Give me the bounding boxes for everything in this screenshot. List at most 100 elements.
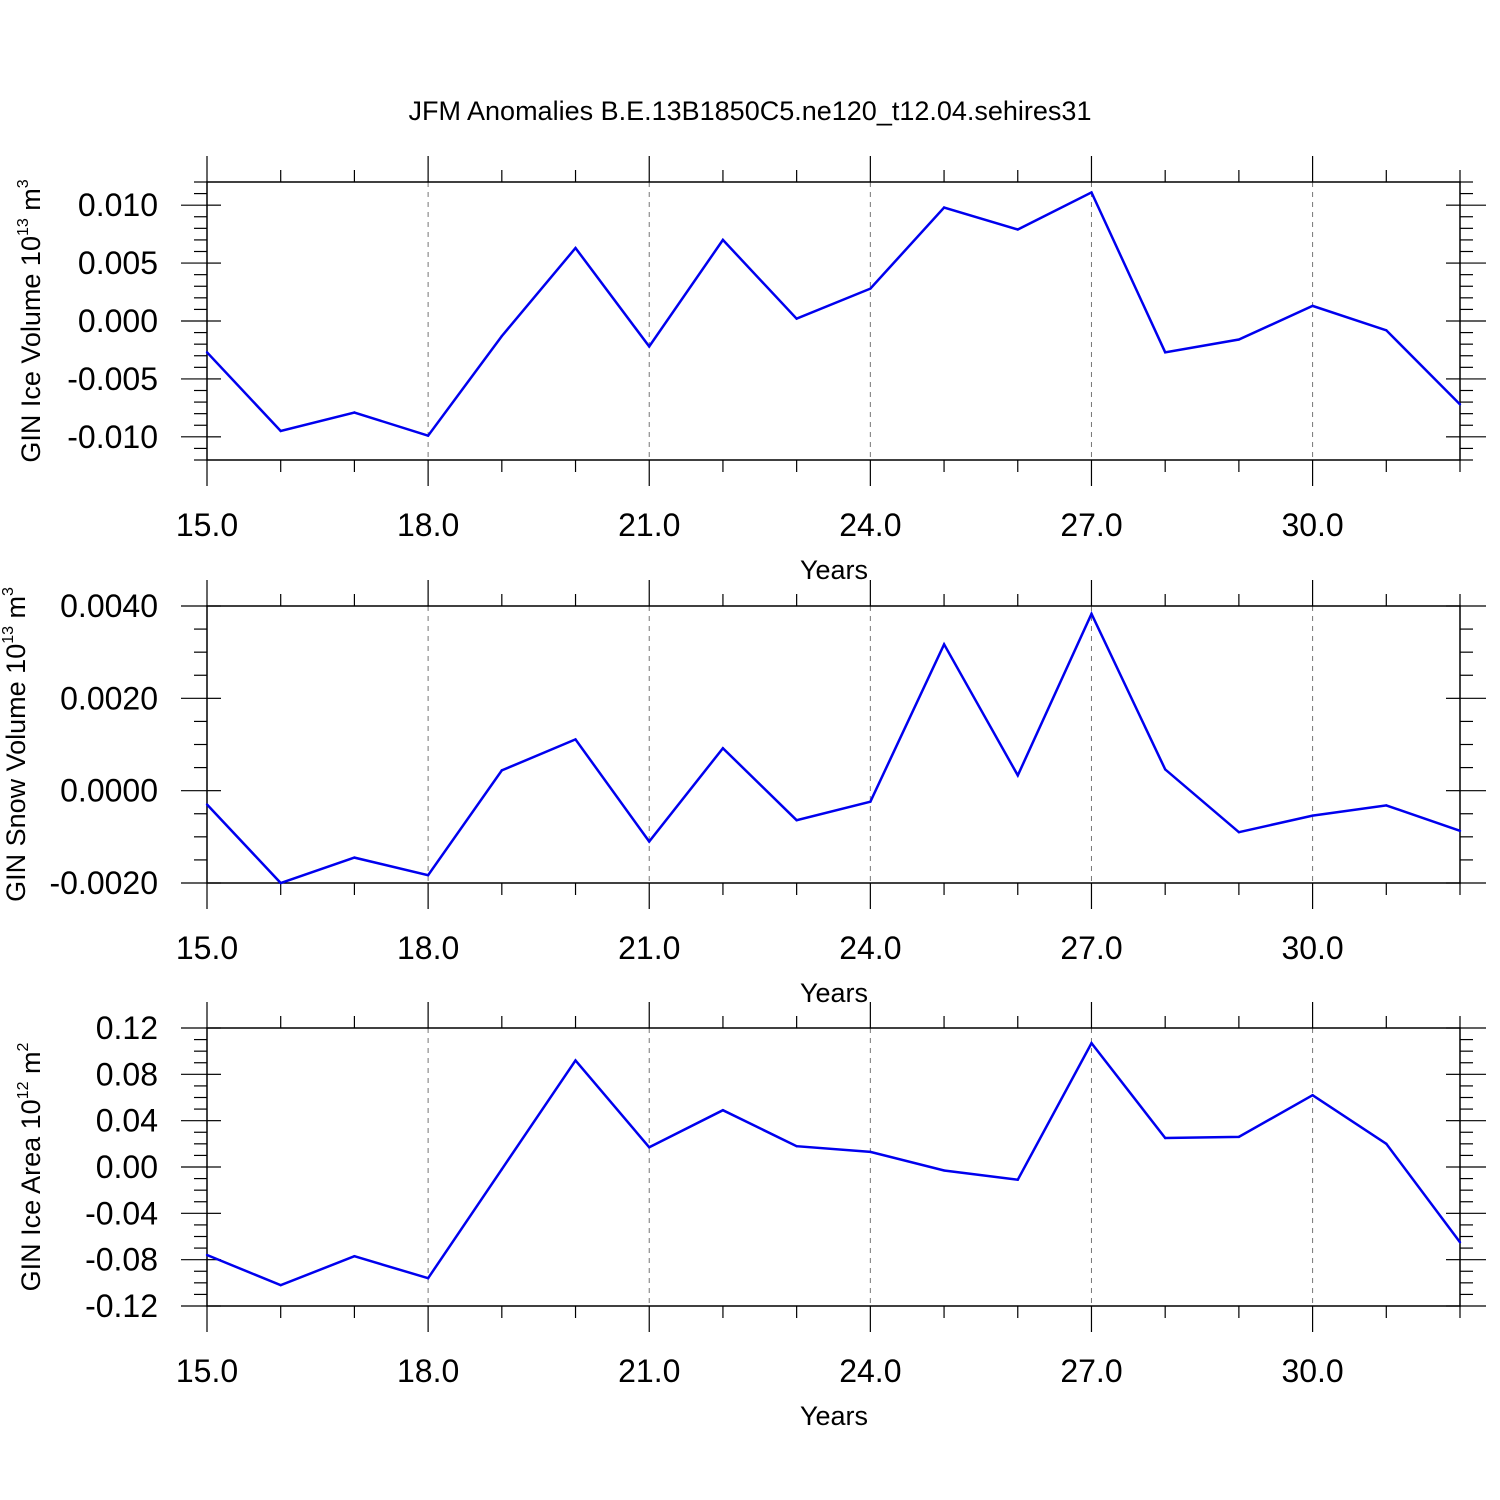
data-point xyxy=(1090,612,1093,616)
data-point xyxy=(795,317,798,320)
x-tick-label: 15.0 xyxy=(176,507,238,543)
data-point xyxy=(353,1254,356,1258)
data-point xyxy=(1311,304,1314,308)
data-point xyxy=(1311,1093,1314,1097)
data-point xyxy=(1016,228,1019,231)
y-tick-label: -0.0020 xyxy=(49,865,158,901)
x-tick-label: 21.0 xyxy=(618,507,680,543)
y-tick-label: -0.12 xyxy=(85,1288,158,1324)
data-point xyxy=(1237,338,1241,341)
y-axis-title-part: GIN Ice Volume 10 xyxy=(16,236,46,463)
data-point xyxy=(869,287,872,290)
y-tick-label: -0.04 xyxy=(85,1195,158,1231)
data-point xyxy=(721,238,725,242)
x-tick-label: 24.0 xyxy=(839,930,901,966)
y-tick-label: -0.010 xyxy=(67,419,158,455)
x-tick-label: 30.0 xyxy=(1281,507,1343,543)
data-point xyxy=(648,1146,651,1149)
x-tick-label: 27.0 xyxy=(1060,507,1122,543)
y-axis-title-superscript: 13 xyxy=(15,218,32,236)
x-axis-title: Years xyxy=(800,978,868,1008)
data-point xyxy=(1385,1142,1388,1146)
data-point xyxy=(1163,1136,1167,1140)
data-point xyxy=(721,1109,725,1112)
panel-ice-area: 15.0 18.0 21.0 24.0 27.0 30.0 -0.12 -0.08 -0.04 0… xyxy=(15,1002,1486,1431)
data-point xyxy=(869,800,872,803)
data-point xyxy=(279,881,282,885)
data-point xyxy=(279,429,282,433)
x-tick-label: 18.0 xyxy=(397,507,459,543)
series-line-ice-area xyxy=(206,1040,1462,1287)
x-tick-label: 18.0 xyxy=(397,930,459,966)
data-point xyxy=(1016,1178,1019,1181)
data-point xyxy=(1163,768,1167,771)
data-point xyxy=(648,345,651,348)
y-axis-title-part: m xyxy=(16,188,46,218)
data-point xyxy=(1163,351,1167,354)
x-tick-label: 21.0 xyxy=(618,1353,680,1389)
data-point xyxy=(1458,1241,1462,1244)
data-point xyxy=(353,856,356,859)
y-tick-label: 0.0000 xyxy=(60,773,158,809)
data-point xyxy=(1237,831,1241,834)
data-point xyxy=(426,1277,430,1280)
data-point xyxy=(426,434,430,437)
y-axis-title-superscript: 12 xyxy=(15,1081,32,1099)
y-tick-label: 0.0020 xyxy=(60,680,158,716)
data-point xyxy=(574,246,577,250)
chart-title: JFM Anomalies B.E.13B1850C5.ne120_t12.04… xyxy=(408,96,1092,126)
y-axis-title-superscript: 2 xyxy=(15,1043,32,1052)
data-point xyxy=(795,1144,798,1148)
y-axis-title-part: m xyxy=(16,1052,46,1082)
x-tick-label: 24.0 xyxy=(839,1353,901,1389)
x-tick-label: 24.0 xyxy=(839,507,901,543)
data-point xyxy=(574,1059,577,1062)
y-tick-label: 0.04 xyxy=(96,1103,158,1139)
data-point xyxy=(942,643,946,646)
data-point xyxy=(205,351,209,354)
data-point xyxy=(426,873,430,877)
y-tick-label: 0.010 xyxy=(78,187,158,223)
data-point xyxy=(1237,1135,1241,1139)
data-point xyxy=(500,769,504,772)
data-point xyxy=(1385,329,1388,332)
series-line-ice-volume xyxy=(206,190,1461,438)
y-axis-title: GIN Ice Volume 1013 m3 xyxy=(15,179,46,462)
x-tick-label: 30.0 xyxy=(1281,1353,1343,1389)
data-point xyxy=(500,1168,504,1171)
y-axis-title: GIN Snow Volume 1013 m3 xyxy=(0,587,31,902)
y-tick-label: 0.00 xyxy=(96,1149,158,1185)
data-point xyxy=(279,1283,282,1287)
data-point xyxy=(1016,774,1019,777)
data-point xyxy=(574,738,577,741)
x-tick-label: 15.0 xyxy=(176,1353,238,1389)
plot-frame xyxy=(206,605,1461,884)
x-axis-title: Years xyxy=(800,555,868,585)
data-point xyxy=(1311,814,1314,817)
x-tick-label: 30.0 xyxy=(1281,930,1343,966)
y-tick-label: 0.000 xyxy=(78,303,158,339)
data-point xyxy=(205,1253,209,1257)
y-tick-label: 0.0040 xyxy=(60,588,158,624)
y-tick-label: -0.005 xyxy=(67,361,158,397)
x-tick-label: 27.0 xyxy=(1060,1353,1122,1389)
data-point xyxy=(205,803,209,806)
data-point xyxy=(1385,804,1388,807)
y-axis-title-part: GIN Snow Volume 10 xyxy=(1,644,31,902)
data-point xyxy=(1458,829,1462,833)
data-point xyxy=(942,1169,946,1172)
y-tick-label: 0.12 xyxy=(96,1010,158,1046)
data-point xyxy=(648,840,651,843)
y-tick-label: -0.08 xyxy=(85,1242,158,1278)
x-tick-label: 15.0 xyxy=(176,930,238,966)
y-tick-label: 0.005 xyxy=(78,245,158,281)
data-point xyxy=(353,411,356,414)
data-point xyxy=(869,1150,872,1154)
panel-snow-volume: 15.0 18.0 21.0 24.0 27.0 30.0 -0.0020 0.0000 0.0… xyxy=(0,580,1486,1008)
x-tick-label: 27.0 xyxy=(1060,930,1122,966)
y-axis-title-superscript: 13 xyxy=(0,626,17,644)
x-tick-label: 21.0 xyxy=(618,930,680,966)
plot-frame xyxy=(206,1027,1461,1307)
y-axis-title-part: GIN Ice Area 10 xyxy=(16,1099,46,1291)
